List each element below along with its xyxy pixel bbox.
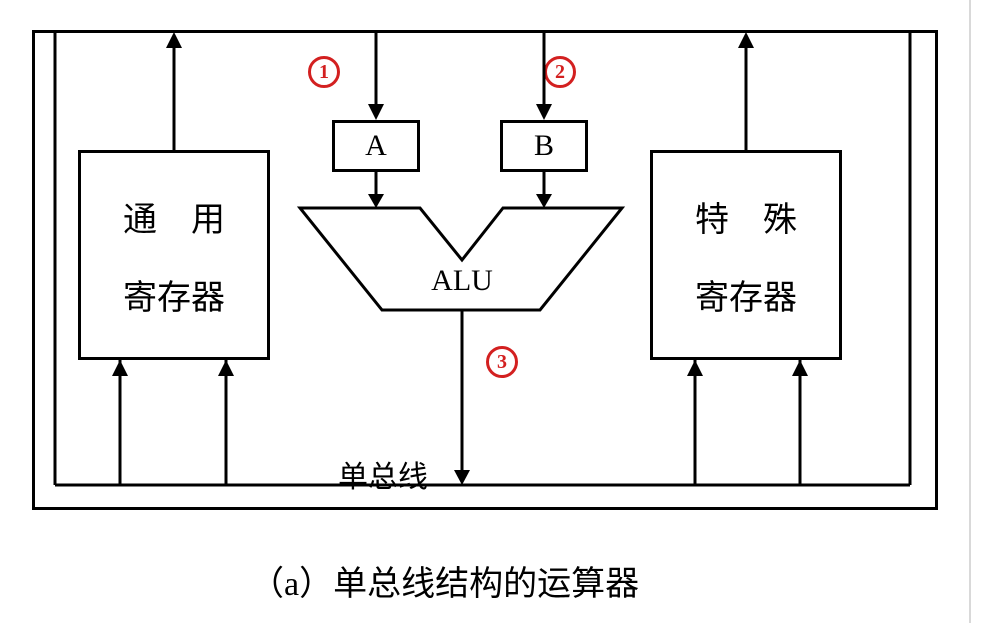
badge-1: 1 xyxy=(308,56,340,88)
bus-label-text: 单总线 xyxy=(338,461,428,494)
badge-2-text: 2 xyxy=(555,61,565,84)
badge-2: 2 xyxy=(544,56,576,88)
register-b: B xyxy=(500,120,588,172)
register-b-label: B xyxy=(534,129,554,163)
badge-1-text: 1 xyxy=(319,61,329,84)
general-register-line1: 通 用 xyxy=(123,192,225,241)
badge-3: 3 xyxy=(486,346,518,378)
caption-text: （a）单总线结构的运算器 xyxy=(250,566,639,603)
special-register-line2: 寄存器 xyxy=(695,270,797,319)
special-register-line1: 特 殊 xyxy=(695,192,797,241)
special-register-block: 特 殊 寄存器 xyxy=(650,150,842,360)
caption: （a）单总线结构的运算器 xyxy=(250,556,639,605)
general-register-block: 通 用 寄存器 xyxy=(78,150,270,360)
register-a: A xyxy=(332,120,420,172)
badge-3-text: 3 xyxy=(497,351,507,374)
general-register-line2: 寄存器 xyxy=(123,270,225,319)
bus-label: 单总线 xyxy=(338,452,428,496)
register-a-label: A xyxy=(365,129,387,163)
